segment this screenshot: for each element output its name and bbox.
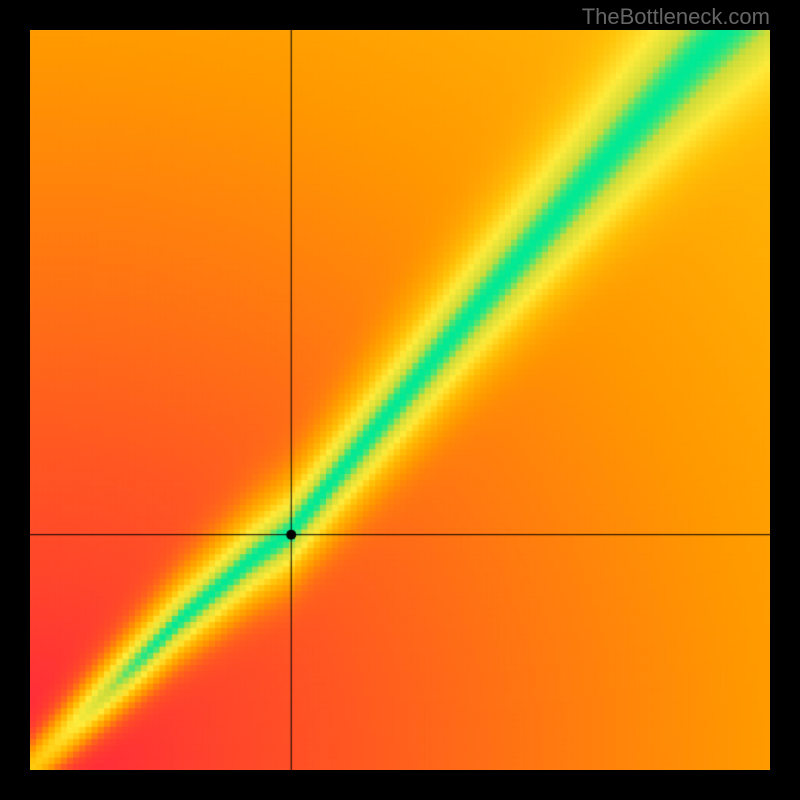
bottleneck-heatmap	[30, 30, 770, 770]
chart-container: TheBottleneck.com	[0, 0, 800, 800]
watermark-text: TheBottleneck.com	[582, 4, 770, 30]
